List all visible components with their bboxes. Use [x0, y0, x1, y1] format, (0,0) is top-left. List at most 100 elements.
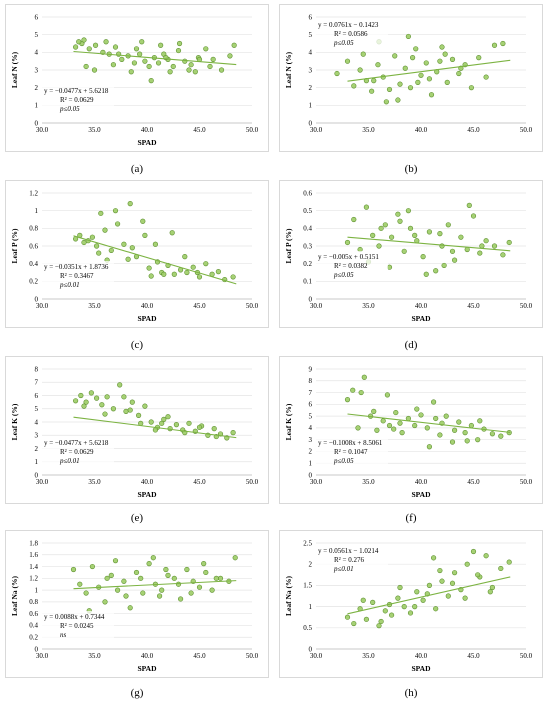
data-point [167, 69, 173, 75]
data-point [418, 72, 424, 78]
x-tick-label: 40.0 [141, 302, 154, 310]
data-point [420, 253, 426, 260]
data-point [171, 271, 177, 277]
data-point [351, 620, 357, 627]
data-point [117, 382, 123, 388]
data-point [121, 241, 127, 247]
data-point [155, 60, 162, 66]
data-point [395, 97, 401, 103]
data-point [173, 422, 179, 428]
data-point [414, 589, 420, 595]
data-point [92, 42, 99, 48]
data-point [123, 408, 129, 415]
y-tick-label: 2.5 [303, 539, 312, 547]
data-point [165, 414, 171, 420]
data-point [401, 248, 407, 254]
trendline [73, 50, 237, 66]
data-point [384, 392, 390, 398]
x-tick-label: 35.0 [362, 478, 375, 486]
data-point [393, 409, 399, 416]
x-tick-label: 30.0 [36, 302, 49, 310]
data-point [376, 623, 382, 629]
data-point [477, 418, 483, 424]
data-point [420, 597, 426, 603]
y-tick-label: 1 [35, 207, 39, 215]
data-point [470, 213, 477, 219]
chart-panel-h: 0 0.5 1 1.5 2 2.5 30.0 35.0 40.0 45.0 50.0 SPAD Leaf… [279, 530, 543, 678]
data-point [506, 559, 512, 565]
data-point [230, 429, 236, 436]
data-point [355, 425, 361, 431]
y-tick-label: 0.4 [29, 260, 38, 268]
y-axis-label: Leaf K (%) [10, 403, 19, 440]
data-point [129, 245, 135, 251]
data-point [449, 248, 456, 254]
y-axis-label: Leaf K (%) [284, 403, 293, 440]
panel-caption-d: (d) [404, 339, 418, 351]
data-point [439, 578, 445, 584]
data-point [464, 438, 470, 444]
data-point [433, 415, 439, 422]
data-point [360, 51, 366, 57]
equation-box [316, 251, 388, 281]
y-axis-label: Leaf Na (%) [10, 576, 19, 616]
significance-label: ns [60, 631, 67, 639]
y-tick-label: 1 [309, 102, 313, 110]
scatter-plot-h: 0 0.5 1 1.5 2 2.5 30.0 35.0 40.0 45.0 50.0 SPAD Leaf… [284, 539, 533, 673]
data-point [470, 548, 477, 555]
data-point [209, 587, 215, 593]
y-tick-label: 4 [35, 418, 39, 426]
y-tick-label: 7 [35, 379, 39, 387]
y-tick-label: 1 [35, 458, 39, 466]
data-point [91, 67, 98, 73]
regression-equation: y = −0.005x + 0.5151 [318, 253, 379, 261]
data-point [77, 581, 83, 587]
x-axis-label: SPAD [137, 138, 157, 147]
data-point [112, 558, 119, 564]
x-tick-label: 30.0 [310, 126, 323, 134]
equation-box [42, 85, 114, 115]
data-point [203, 569, 209, 576]
data-point [103, 39, 109, 45]
y-tick-label: 0 [309, 645, 313, 653]
data-point [161, 416, 167, 422]
data-point [102, 227, 108, 233]
y-tick-label: 3 [35, 432, 39, 440]
r-squared-label: R² = 0.1047 [334, 448, 368, 456]
x-tick-label: 35.0 [362, 652, 375, 660]
data-point [437, 58, 443, 64]
data-point [110, 406, 116, 412]
trendline [73, 235, 237, 285]
x-axis-label: SPAD [137, 490, 157, 499]
data-point [361, 374, 367, 380]
data-point [184, 269, 190, 276]
data-point [78, 392, 84, 399]
data-point [351, 216, 357, 223]
data-point [439, 44, 445, 50]
panel-caption-a: (a) [130, 163, 144, 175]
data-point [445, 222, 451, 228]
y-tick-label: 0.5 [303, 624, 312, 632]
data-point [487, 589, 493, 595]
data-point [72, 398, 79, 404]
data-point [201, 561, 207, 567]
x-tick-label: 30.0 [36, 652, 49, 660]
data-point [462, 429, 468, 436]
y-tick-label: 0 [35, 645, 39, 653]
data-point [334, 70, 340, 77]
data-point [114, 221, 121, 227]
data-point [412, 422, 418, 429]
y-tick-label: 0.4 [303, 225, 312, 233]
data-point [363, 204, 369, 210]
data-point [449, 56, 456, 63]
y-tick-label: 1.8 [29, 539, 38, 547]
data-point [121, 394, 127, 400]
regression-equation: y = 0.0561x − 1.0214 [318, 547, 379, 555]
y-tick-label: 4 [35, 49, 39, 57]
x-tick-label: 35.0 [88, 126, 101, 134]
data-point [196, 274, 203, 280]
data-point [351, 83, 357, 89]
y-tick-label: 1 [309, 460, 313, 468]
scatter-plot-b: 0 1 2 3 4 5 6 30.0 35.0 40.0 45.0 50.0 Leaf N (%) y =… [284, 13, 533, 134]
data-point [139, 39, 145, 45]
